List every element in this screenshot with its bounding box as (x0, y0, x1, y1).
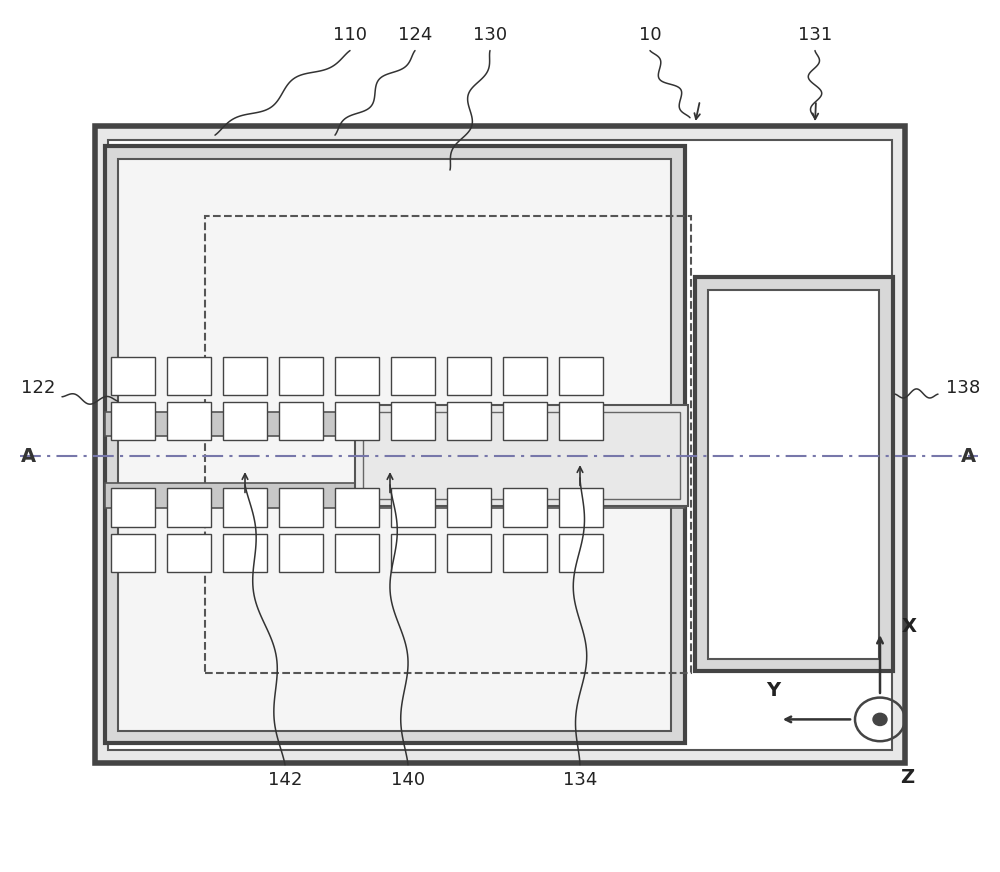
Bar (167, 357, 211, 395)
Bar (205, 216, 691, 673)
Text: 122: 122 (21, 379, 55, 397)
Bar (167, 534, 211, 572)
Bar (391, 402, 435, 440)
Bar (118, 159, 671, 731)
Text: 134: 134 (563, 772, 597, 789)
Bar (503, 488, 547, 527)
Bar (695, 277, 893, 671)
Bar (111, 488, 155, 527)
Bar (559, 402, 603, 440)
Bar (223, 534, 267, 572)
Bar (363, 412, 680, 499)
Bar (105, 483, 685, 508)
Bar (223, 402, 267, 440)
Bar (111, 402, 155, 440)
Bar (447, 357, 491, 395)
Text: 131: 131 (798, 26, 832, 44)
Bar (279, 534, 323, 572)
Bar (95, 126, 905, 763)
Bar (223, 357, 267, 395)
Bar (559, 357, 603, 395)
Text: 142: 142 (268, 772, 302, 789)
Text: 124: 124 (398, 26, 432, 44)
Bar (391, 357, 435, 395)
Text: 10: 10 (639, 26, 661, 44)
Bar (447, 534, 491, 572)
Bar (355, 405, 688, 506)
Bar (108, 140, 892, 750)
Text: 130: 130 (473, 26, 507, 44)
Text: X: X (902, 617, 917, 636)
Text: 140: 140 (391, 772, 425, 789)
Text: 138: 138 (946, 379, 980, 397)
Bar (503, 534, 547, 572)
Text: A: A (960, 446, 976, 466)
Bar (335, 534, 379, 572)
Bar (279, 402, 323, 440)
Bar (167, 402, 211, 440)
Bar (708, 290, 879, 659)
Bar (279, 357, 323, 395)
Text: Z: Z (900, 768, 914, 787)
Bar (335, 357, 379, 395)
Bar (447, 488, 491, 527)
Bar (111, 534, 155, 572)
Text: A: A (20, 446, 36, 466)
Bar (447, 402, 491, 440)
Bar (335, 488, 379, 527)
Bar (559, 488, 603, 527)
Bar (503, 402, 547, 440)
Bar (111, 357, 155, 395)
Text: Y: Y (766, 681, 780, 700)
Bar (223, 488, 267, 527)
Bar (167, 488, 211, 527)
Bar (279, 488, 323, 527)
Text: 110: 110 (333, 26, 367, 44)
Circle shape (873, 713, 887, 726)
Bar (559, 534, 603, 572)
Bar (105, 412, 685, 436)
Bar (105, 146, 685, 743)
Bar (335, 402, 379, 440)
Bar (503, 357, 547, 395)
Bar (391, 534, 435, 572)
Bar (391, 488, 435, 527)
